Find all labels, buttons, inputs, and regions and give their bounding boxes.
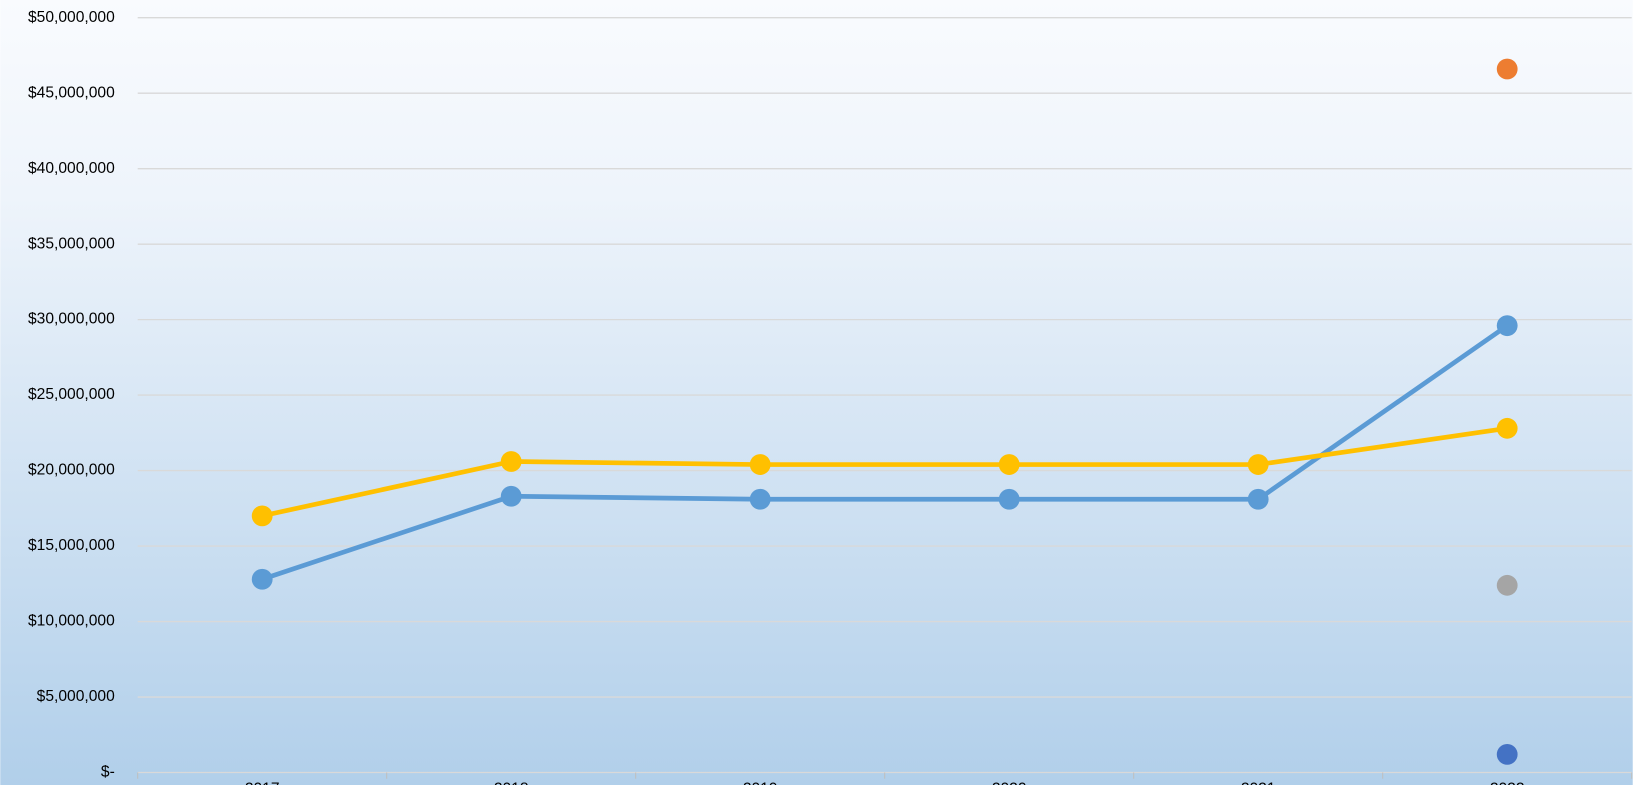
x-tick-label: 2019 <box>743 780 778 785</box>
data-point <box>1247 454 1269 475</box>
series-line <box>261 425 1508 519</box>
data-point <box>1496 743 1518 765</box>
data-point <box>998 454 1020 475</box>
data-point <box>1496 417 1518 439</box>
y-tick-label: $10,000,000 <box>28 613 115 630</box>
x-tick-label: 2018 <box>494 780 529 785</box>
data-point <box>500 485 522 507</box>
y-tick-label: $35,000,000 <box>28 235 115 252</box>
y-tick-label: $- <box>101 764 115 781</box>
x-tick-label: 2021 <box>1241 780 1276 785</box>
data-point <box>251 568 273 590</box>
y-tick-label: $40,000,000 <box>28 160 115 177</box>
y-tick-label: $30,000,000 <box>28 311 115 328</box>
y-tick-label: $25,000,000 <box>28 386 115 403</box>
data-point <box>1496 574 1518 596</box>
x-tick-label: 2020 <box>992 780 1027 785</box>
data-point <box>749 488 771 510</box>
y-tick-label: $15,000,000 <box>28 537 115 554</box>
y-tick-label: $50,000,000 <box>28 9 115 26</box>
data-point <box>1496 58 1518 80</box>
data-point <box>749 454 771 475</box>
data-point <box>998 488 1020 510</box>
y-tick-label: $20,000,000 <box>28 462 115 479</box>
data-point <box>251 505 273 527</box>
x-tick-label: 2017 <box>245 780 280 785</box>
data-point <box>500 451 522 472</box>
data-point <box>1247 488 1269 510</box>
y-tick-label: $5,000,000 <box>37 688 115 705</box>
data-point <box>1496 315 1518 337</box>
series-line <box>261 323 1509 582</box>
x-tick-label: 2022 <box>1490 780 1525 785</box>
y-tick-label: $45,000,000 <box>28 84 115 101</box>
